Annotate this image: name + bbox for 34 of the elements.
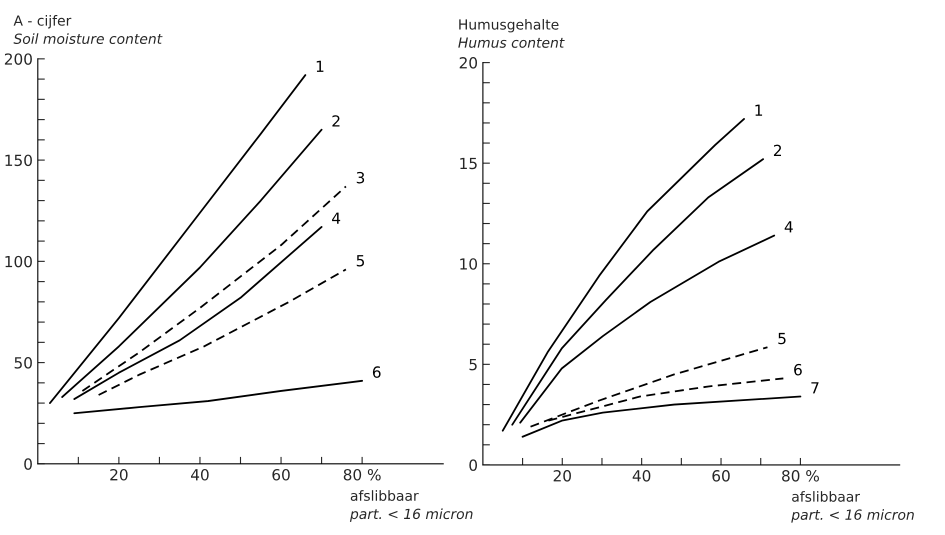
x-axis-title: afslibbaar part. < 16 micron [791,491,914,523]
series-label: 2 [774,144,782,156]
series-label: 6 [794,364,802,376]
series-label: 4 [784,221,793,232]
y-tick-label: 150 [5,154,32,166]
series-label: 7 [811,382,819,394]
x-tick-label: 20 [554,470,571,482]
x-tick-label: 40 [632,470,650,482]
y-tick-label: 15 [460,158,477,170]
x-tick-label: 80 % [782,470,819,482]
x-tick-label: 80 % [344,468,381,481]
y-tick-label: 50 [14,357,32,369]
series-label: 5 [356,255,364,266]
series-label: 1 [755,104,762,116]
y-tick-label: 20 [460,57,478,69]
chart-title: A - cijfer Soil moisture content [14,15,163,44]
x-axis-title: afslibbaar part. < 16 micron [350,490,473,522]
series-label: 6 [372,366,381,378]
x-tick-label: 60 [712,470,730,482]
x-tick-label: 60 [272,468,290,481]
series-label: 1 [316,60,324,72]
y-tick-label: 0 [24,458,32,470]
series-label: 5 [778,332,786,344]
series-label: 4 [332,212,340,224]
y-tick-label: 0 [469,459,478,471]
chart-title: Humusgehalte Humus content [458,18,565,48]
y-tick-label: 10 [460,258,478,270]
y-tick-label: 100 [5,256,32,268]
y-tick-label: 200 [4,53,32,65]
y-tick-label: 5 [469,359,477,370]
series-label: 2 [332,115,340,127]
x-tick-label: 20 [110,468,128,481]
series-label: 3 [356,172,364,184]
x-tick-label: 40 [190,468,209,481]
